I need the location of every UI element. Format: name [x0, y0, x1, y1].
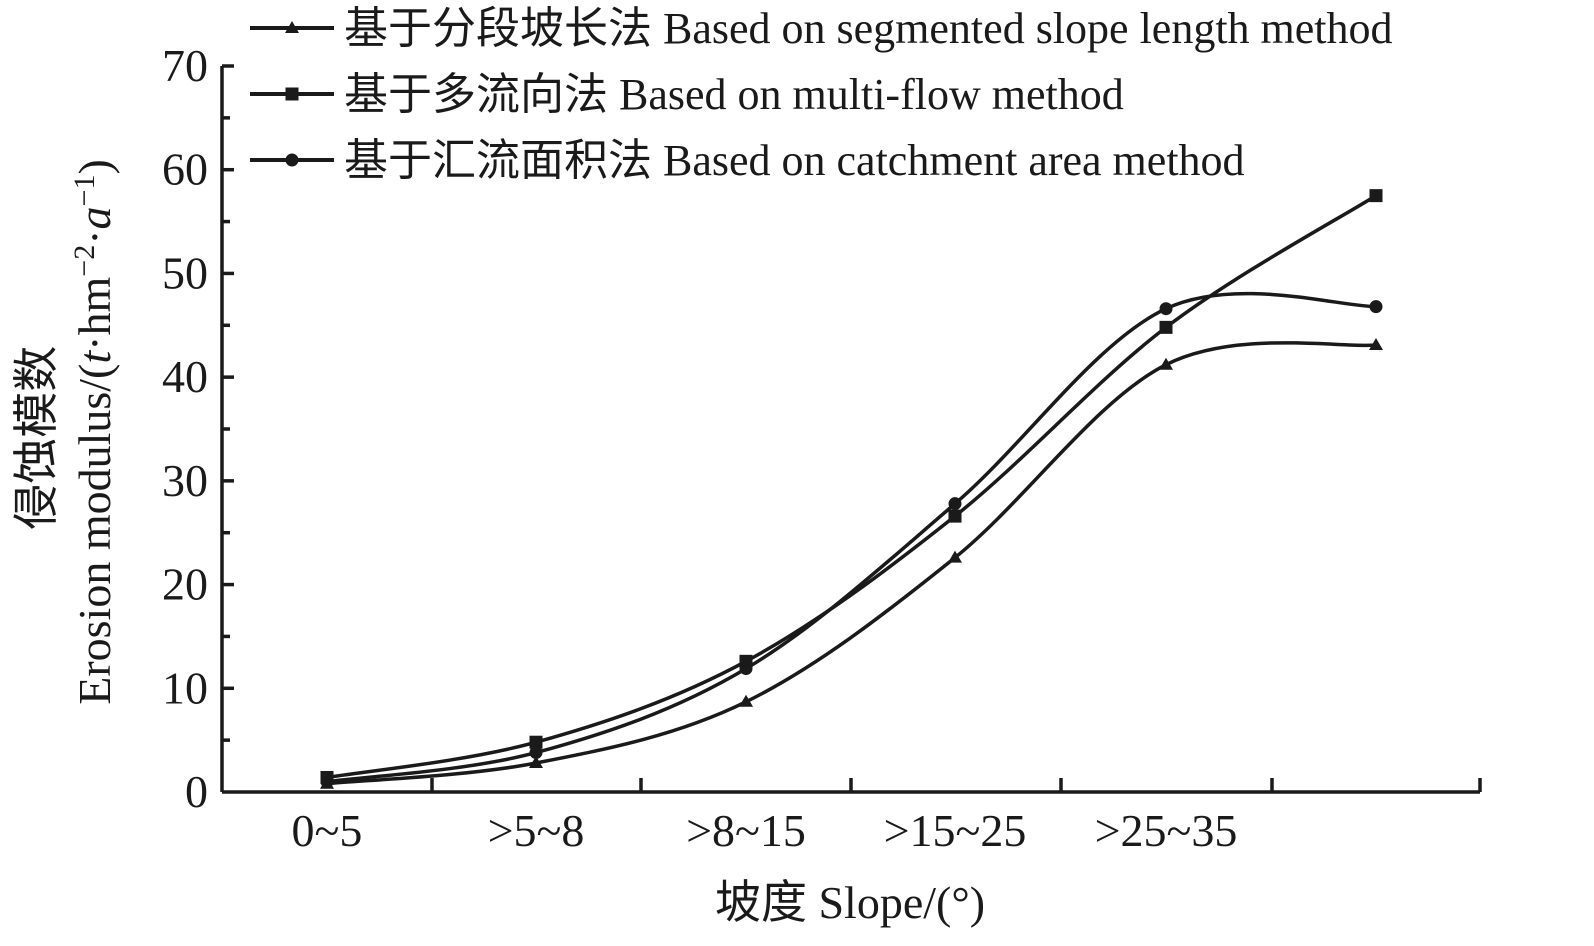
y-axis-title-cn: 侵蚀模数 [11, 346, 62, 530]
series-line-triangle [325, 341, 1378, 786]
data-point-circle [948, 497, 962, 511]
series-line-square [325, 193, 1378, 780]
series-line-circle [325, 291, 1378, 784]
y-tick-label: 50 [162, 247, 208, 298]
x-tick-label: 0~5 [292, 805, 363, 856]
x-axis: 0~5 >5~8 >8~15 >15~25 >25~35 [292, 778, 1482, 856]
y-tick-label: 30 [162, 455, 208, 506]
y-tick-label: 60 [162, 144, 208, 195]
y-tick-label: 0 [185, 766, 208, 817]
legend-label: 基于多流向法 Based on multi-flow method [344, 70, 1124, 119]
y-axis: 0 10 20 30 40 50 60 70 [162, 40, 234, 817]
data-point-circle [529, 746, 543, 760]
y-tick-label: 40 [162, 351, 208, 402]
y-tick-label: 10 [162, 662, 208, 713]
data-point-triangle [739, 694, 753, 707]
x-tick-label: >8~15 [686, 805, 806, 856]
legend-label: 基于汇流面积法 Based on catchment area method [344, 136, 1245, 185]
data-point-square [948, 509, 962, 523]
legend-item-circle: 基于汇流面积法 Based on catchment area method [250, 136, 1245, 185]
data-point-triangle [1159, 357, 1173, 370]
x-tick-label: >25~35 [1095, 805, 1238, 856]
data-point-square [1369, 189, 1383, 203]
series-group [320, 189, 1383, 789]
data-point-circle [320, 775, 334, 789]
x-axis-title: 坡度 Slope/(°) [715, 877, 985, 928]
legend-item-square: 基于多流向法 Based on multi-flow method [250, 70, 1124, 119]
series-circle [320, 291, 1383, 789]
y-axis-title-en: Erosion modulus/(t·hm−2·a−1) [68, 159, 120, 705]
legend-label: 基于分段坡长法 Based on segmented slope length … [344, 4, 1393, 53]
legend-marker-square [285, 87, 299, 101]
data-point-square [529, 735, 543, 749]
legend: 基于分段坡长法 Based on segmented slope length … [250, 4, 1393, 185]
y-tick-label: 20 [162, 559, 208, 610]
x-tick-label: >5~8 [488, 805, 585, 856]
legend-marker-circle [285, 153, 299, 167]
y-tick-label: 70 [162, 40, 208, 91]
data-point-circle [1369, 300, 1383, 314]
data-point-circle [739, 662, 753, 676]
legend-item-triangle: 基于分段坡长法 Based on segmented slope length … [250, 4, 1393, 53]
data-point-triangle [948, 550, 962, 563]
series-triangle [320, 337, 1383, 789]
data-point-square [1159, 320, 1173, 334]
data-point-triangle [529, 755, 543, 768]
data-point-triangle [1369, 337, 1383, 350]
data-point-circle [1159, 302, 1173, 316]
x-tick-label: >15~25 [884, 805, 1027, 856]
legend-marker-triangle [285, 21, 299, 33]
y-axis-title: 侵蚀模数 Erosion modulus/(t·hm−2·a−1) [11, 159, 120, 705]
series-square [320, 189, 1383, 784]
